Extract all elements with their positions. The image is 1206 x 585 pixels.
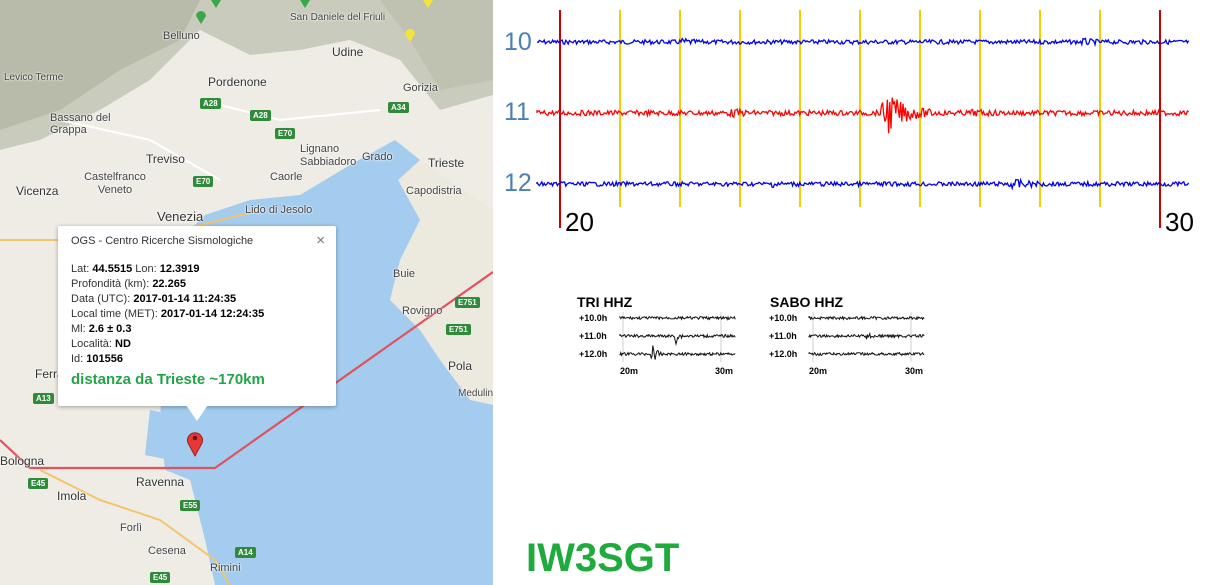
close-icon[interactable]: × (316, 232, 325, 249)
place-label: Venezia (157, 209, 204, 224)
place-label: Bologna (0, 454, 45, 468)
road-shield: A28 (200, 98, 221, 109)
place-label: Grado (362, 151, 393, 163)
row-label: +12.0h (579, 349, 608, 359)
popup-title: OGS - Centro Ricerche Sismologiche (71, 235, 254, 247)
place-label: Caorle (270, 171, 303, 183)
popup-local-time: Local time (MET): 2017-01-14 12:24:35 (71, 308, 265, 320)
popup-date-utc: Data (UTC): 2017-01-14 11:24:35 (71, 293, 237, 305)
mini-trace-sabo-12 (808, 351, 925, 357)
mini-trace-tri-12 (619, 345, 736, 360)
trace-hour-10 (536, 37, 1190, 48)
place-label: Lignano Sabbiadoro (300, 143, 357, 168)
popup-magnitude: Ml: 2.6 ± 0.3 (71, 323, 132, 335)
place-label: Rimini (210, 562, 241, 574)
tick-label: 30m (715, 366, 734, 376)
place-label: Cesena (148, 545, 186, 557)
tick-label: 30m (905, 366, 924, 376)
place-label: Lido di Jesolo (245, 204, 313, 216)
row-label: +12.0h (769, 349, 798, 359)
place-label: Levico Terme (4, 72, 64, 83)
event-info-popup: OGS - Centro Ricerche Sismologiche × Lat… (58, 226, 336, 421)
hour-label: 10 (504, 28, 532, 56)
place-label: Treviso (146, 152, 185, 166)
trace-hour-11 (536, 97, 1190, 134)
row-label: +11.0h (579, 331, 607, 341)
place-label: Buie (393, 268, 416, 280)
place-label: Gorizia (403, 82, 438, 94)
place-label: Trieste (428, 156, 465, 170)
place-label: Vicenza (16, 184, 59, 198)
place-label: Castelfranco Veneto (84, 171, 146, 196)
road-shield: E70 (275, 128, 296, 139)
popup-depth: Profondità (km): 22.265 (71, 278, 186, 290)
popup-id: Id: 101556 (71, 353, 124, 365)
place-label: Bassano del Grappa (50, 112, 111, 136)
mini-trace-sabo-10 (808, 315, 925, 321)
road-shield: A34 (388, 102, 409, 113)
road-shield: E55 (180, 500, 201, 511)
place-label: Udine (332, 45, 364, 59)
tick-label: 20m (809, 366, 828, 376)
time-end-label: 30 (1165, 207, 1194, 237)
place-label: Medulin (458, 388, 493, 399)
tick-label: 20m (620, 366, 639, 376)
hour-label: 12 (504, 169, 532, 197)
row-label: +11.0h (769, 331, 797, 341)
place-label: Ravenna (136, 475, 185, 489)
station-title-sabo: SABO HHZ (770, 294, 844, 310)
row-label: +10.0h (769, 313, 798, 323)
mini-trace-sabo-11 (808, 331, 925, 340)
place-label: Imola (57, 489, 87, 503)
road-shield: E45 (28, 478, 49, 489)
map-panel[interactable]: Belluno Udine San Daniele del Friuli Por… (0, 0, 493, 585)
road-shield: E751 (446, 324, 471, 335)
road-shield: A14 (235, 547, 256, 558)
road-shield: A13 (33, 393, 54, 404)
road-shield: E751 (455, 297, 480, 308)
station-title-tri: TRI HHZ (577, 294, 633, 310)
place-label: Pola (448, 359, 473, 373)
road-shield: E45 (150, 572, 171, 583)
mini-trace-tri-10 (619, 315, 736, 321)
time-start-label: 20 (565, 207, 594, 237)
place-label: Rovigno (402, 305, 443, 317)
popup-coords: Lat: 44.5515 Lon: 12.3919 (71, 263, 200, 275)
place-label: San Daniele del Friuli (290, 12, 386, 23)
mini-trace-tri-11 (619, 332, 736, 346)
road-shield: E70 (193, 176, 214, 187)
seismogram-panel: 10 11 12 20 30 TRI HHZ +10.0h +11.0h +12… (493, 0, 1206, 585)
callsign-watermark: IW3SGT (526, 536, 680, 580)
hour-label: 11 (504, 98, 530, 126)
place-label: Forlì (120, 522, 142, 534)
seismogram-plot (536, 10, 1190, 362)
event-marker-icon (187, 432, 203, 458)
trace-hour-12 (536, 177, 1190, 191)
place-label: Pordenone (208, 75, 267, 89)
place-label: Capodistria (406, 185, 462, 197)
row-label: +10.0h (579, 313, 608, 323)
popup-tail (186, 405, 208, 421)
road-shield: A28 (250, 110, 271, 121)
place-label: Belluno (163, 30, 200, 42)
popup-distance: distanza da Trieste ~170km (71, 371, 265, 388)
popup-locality: Località: ND (71, 338, 131, 350)
